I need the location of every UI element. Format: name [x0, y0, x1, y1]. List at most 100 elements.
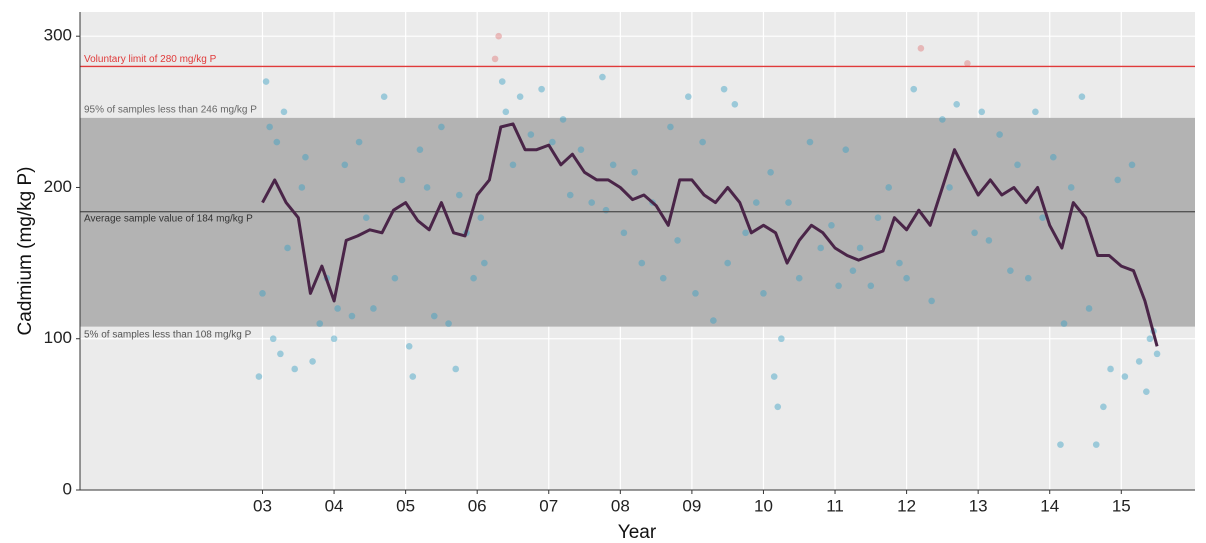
sample-point — [259, 290, 266, 297]
sample-point — [277, 350, 284, 358]
sample-point — [742, 229, 749, 237]
sample-point — [946, 184, 953, 191]
sample-point — [996, 131, 1003, 138]
sample-point — [699, 138, 706, 146]
sample-point — [710, 317, 717, 324]
sample-point — [269, 335, 277, 343]
sample-point — [638, 259, 646, 267]
sample-point — [495, 32, 502, 40]
sample-point — [355, 138, 363, 146]
sample-point — [334, 305, 341, 312]
sample-point — [874, 214, 882, 222]
sample-point — [1100, 403, 1107, 411]
x-tick-label: 13 — [969, 496, 988, 515]
sample-point — [302, 153, 309, 161]
sample-point — [917, 45, 925, 52]
y-tick-label: 200 — [44, 177, 72, 196]
y-axis-title: Cadmium (mg/kg P) — [15, 167, 36, 336]
sample-point — [1121, 373, 1129, 380]
sample-point — [770, 373, 778, 380]
sample-point — [291, 365, 298, 373]
sample-point — [566, 191, 574, 199]
sample-point — [1067, 184, 1075, 191]
sample-point — [255, 373, 263, 380]
limit-label: Voluntary limit of 280 mg/kg P — [84, 54, 217, 65]
sample-point — [316, 320, 324, 327]
upper-band-label: 95% of samples less than 246 mg/kg P — [84, 105, 257, 116]
sample-point — [817, 244, 825, 252]
x-tick-label: 11 — [826, 496, 844, 515]
sample-point — [430, 312, 438, 320]
sample-point — [498, 78, 506, 85]
sample-point — [559, 116, 567, 123]
sample-point — [1085, 305, 1093, 312]
x-tick-label: 03 — [253, 496, 272, 515]
sample-point — [438, 123, 445, 131]
sample-point — [1014, 161, 1021, 169]
sample-point — [362, 214, 370, 222]
sample-point — [380, 93, 388, 101]
sample-point — [527, 131, 535, 138]
average-label: Average sample value of 184 mg/kg P — [84, 213, 253, 224]
sample-point — [767, 169, 774, 176]
sample-point — [477, 214, 485, 222]
sample-point — [1039, 214, 1046, 222]
sample-point — [1092, 441, 1100, 448]
sample-point — [760, 290, 767, 297]
sample-point — [609, 161, 617, 169]
sample-point — [910, 85, 918, 93]
trend-line — [261, 122, 1159, 347]
sample-point — [330, 335, 338, 343]
sample-point — [502, 108, 510, 116]
sample-point — [806, 138, 814, 146]
percentile-band — [80, 117, 1195, 327]
sample-point — [1049, 153, 1057, 161]
sample-point — [785, 199, 792, 206]
sample-point — [685, 93, 692, 101]
sample-point — [674, 237, 681, 244]
sample-point — [1060, 320, 1068, 327]
sample-point — [452, 365, 460, 373]
sample-point — [1107, 365, 1114, 373]
sample-point — [481, 259, 488, 267]
sample-point — [778, 335, 785, 343]
x-tick-label: 04 — [325, 496, 344, 515]
x-tick-label: 14 — [1040, 496, 1059, 515]
sample-point — [262, 78, 270, 85]
sample-point — [370, 305, 377, 312]
x-tick-label: 05 — [396, 496, 415, 515]
sample-point — [348, 312, 356, 320]
sample-point — [985, 237, 993, 244]
x-tick-label: 08 — [611, 496, 630, 515]
sample-point — [667, 123, 674, 131]
sample-point — [549, 138, 556, 146]
sample-point — [692, 290, 699, 297]
sample-point — [835, 282, 842, 290]
sample-point — [470, 274, 477, 282]
x-tick-label: 07 — [539, 496, 558, 515]
y-tick-label: 300 — [44, 26, 72, 45]
sample-point — [1114, 176, 1122, 184]
sample-point — [423, 184, 431, 191]
x-tick-label: 15 — [1112, 496, 1131, 515]
sample-point — [588, 199, 595, 206]
sample-point — [928, 297, 935, 305]
sample-point — [849, 267, 857, 274]
sample-point — [298, 184, 306, 191]
lower-band-label: 5% of samples less than 108 mg/kg P — [84, 329, 252, 340]
sample-point — [405, 342, 413, 350]
sample-point — [1153, 350, 1161, 358]
x-tick-label: 06 — [468, 496, 487, 515]
sample-point — [896, 259, 903, 267]
x-axis-title: Year — [618, 522, 657, 543]
sample-point — [795, 274, 803, 282]
x-tick-label: 10 — [754, 496, 773, 515]
sample-point — [842, 146, 850, 153]
sample-point — [1128, 161, 1136, 169]
sample-point — [409, 373, 417, 380]
sample-point — [491, 55, 499, 63]
sample-point — [903, 274, 910, 282]
sample-point — [309, 358, 316, 365]
sample-point — [1032, 108, 1039, 116]
